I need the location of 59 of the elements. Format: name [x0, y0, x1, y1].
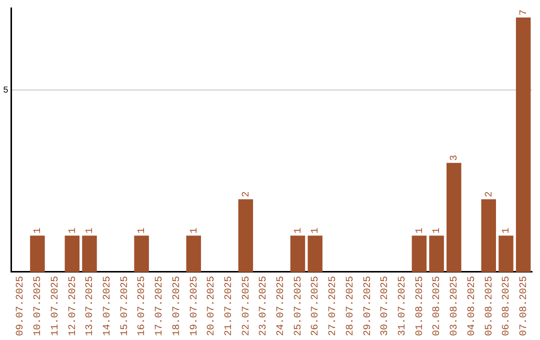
data-label: 2	[484, 191, 496, 198]
data-label: 1	[68, 228, 79, 234]
bar	[238, 199, 254, 272]
x-tick-label: 18.07.2025	[172, 276, 183, 336]
x-tick-label: 26.07.2025	[310, 276, 322, 336]
x-tick-label: 29.07.2025	[362, 276, 374, 336]
x-tick-label: 24.07.2025	[276, 276, 288, 336]
x-tick-label: 31.07.2025	[397, 276, 408, 336]
x-tick-label: 16.07.2025	[137, 276, 148, 336]
x-tick-label: 20.07.2025	[206, 276, 218, 336]
bar	[429, 236, 444, 272]
x-tick-label: 22.07.2025	[241, 276, 252, 336]
x-tick-label: 27.07.2025	[328, 276, 340, 336]
x-tick-label: 09.07.2025	[16, 276, 27, 336]
data-label: 1	[310, 228, 322, 234]
x-tick-label: 19.07.2025	[189, 276, 200, 336]
x-tick-label: 12.07.2025	[68, 276, 79, 336]
bar	[134, 236, 149, 272]
bar	[308, 236, 322, 272]
x-tick-label: 28.07.2025	[345, 276, 356, 336]
bar	[516, 17, 531, 272]
x-tick-label: 10.07.2025	[33, 276, 44, 336]
x-tick-label: 02.08.2025	[432, 276, 444, 336]
bar	[446, 162, 462, 272]
data-label: 1	[85, 228, 96, 234]
x-tick-label: 23.07.2025	[258, 276, 270, 336]
x-tick-label: 14.07.2025	[102, 276, 114, 336]
bar	[186, 236, 201, 272]
bar	[82, 236, 97, 272]
data-label: 1	[293, 228, 304, 234]
bar	[64, 236, 80, 272]
bar	[498, 236, 514, 272]
x-tick-label: 01.08.2025	[414, 276, 426, 336]
x-tick-label: 21.07.2025	[224, 276, 235, 336]
data-label: 1	[189, 228, 200, 234]
x-tick-label: 17.07.2025	[154, 276, 166, 336]
data-label: 3	[450, 154, 461, 161]
x-tick-label: 06.08.2025	[502, 276, 513, 336]
data-label: 7	[518, 9, 530, 16]
x-tick-label: 03.08.2025	[450, 276, 461, 336]
bar	[481, 199, 496, 272]
data-label: 1	[33, 228, 44, 234]
data-label: 1	[502, 228, 513, 234]
data-label: 2	[241, 191, 252, 198]
y-tick-label: 5	[2, 86, 8, 96]
bar	[290, 236, 306, 272]
bar	[412, 236, 427, 272]
x-tick-label: 25.07.2025	[293, 276, 304, 336]
x-tick-label: 07.08.2025	[518, 276, 530, 336]
data-label: 1	[137, 228, 148, 234]
x-tick-label: 15.07.2025	[120, 276, 131, 336]
x-tick-label: 11.07.2025	[50, 276, 62, 336]
x-tick-label: 05.08.2025	[484, 276, 496, 336]
data-label: 1	[414, 228, 426, 234]
data-label: 1	[432, 228, 444, 234]
x-tick-label: 30.07.2025	[380, 276, 392, 336]
bar	[30, 236, 45, 272]
x-tick-label: 13.07.2025	[85, 276, 96, 336]
x-tick-label: 04.08.2025	[466, 276, 478, 336]
